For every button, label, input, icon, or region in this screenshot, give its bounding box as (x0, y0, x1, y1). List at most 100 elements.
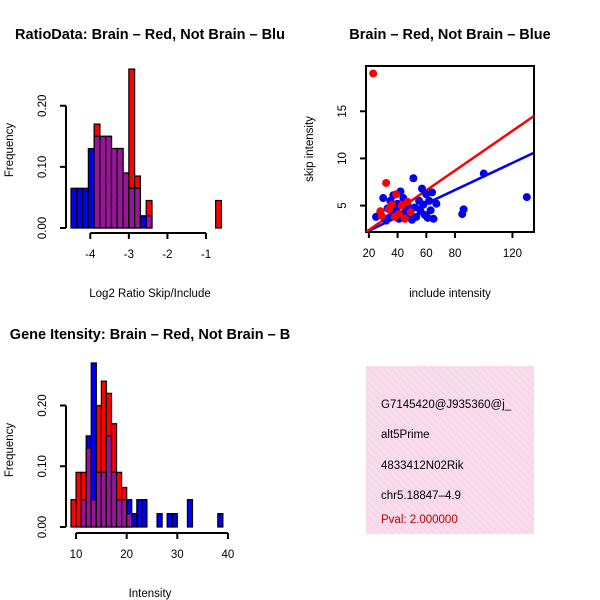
intensity-bar-blue (166, 513, 173, 528)
ratio-bar-overlap (93, 135, 101, 229)
scatter-point-red (369, 69, 378, 78)
info-id-line: G7145420@J935360@j_ (381, 399, 512, 411)
scatter-point-blue (426, 206, 435, 215)
ratio-x-tick-label: -2 (162, 249, 172, 261)
intensity-bar-overlap (121, 499, 128, 528)
intensity-scatter: Brain – Red, Not Brain – Blue 20 40 60 80 12… (304, 27, 551, 300)
intensity-bar-overlap (100, 471, 108, 528)
info-event-type: alt5Prime (381, 429, 430, 441)
scatter-point-red (395, 210, 404, 219)
ratio-histogram-xlabel: Log2 Ratio Skip/Include (89, 288, 210, 300)
intensity-bar-red (75, 471, 82, 528)
intensity-histogram-ylabel: Frequency (4, 423, 16, 478)
ratio-bar-blue (81, 187, 89, 229)
scatter-x-tick-label: 60 (420, 248, 433, 260)
scatter-point-blue (412, 212, 421, 221)
scatter-x-tick-label: 120 (503, 248, 522, 260)
scatter-plot-frame (365, 65, 535, 233)
intensity-bar-red (70, 499, 77, 528)
ratio-bar-overlap (134, 187, 142, 229)
intensity-bar-overlap (90, 499, 97, 528)
intensity-x-tick-label: 30 (171, 549, 184, 561)
scatter-point-blue (459, 205, 468, 214)
intensity-bar-overlap (105, 435, 113, 528)
scatter-point-red (397, 201, 406, 210)
intensity-bar-blue (186, 499, 194, 528)
ratio-histogram-ylabel: Frequency (4, 123, 16, 178)
ratio-bar-overlap (99, 135, 107, 229)
ratio-histogram-axes: -4 -3 -2 -1 0.00 0.10 0.20 (37, 95, 211, 261)
intensity-bar-overlap (85, 447, 92, 528)
scatter-xlabel: include intensity (409, 288, 491, 300)
info-pval: Pval: 2.000000 (381, 514, 458, 526)
ratio-y-tick-label: 0.10 (37, 156, 49, 178)
intensity-y-tick-label: 0.00 (37, 516, 49, 538)
intensity-x-tick-label: 20 (120, 549, 133, 561)
scatter-points (369, 69, 531, 225)
intensity-histogram-title: Gene Itensity: Brain – Red, Not Brain – … (10, 327, 290, 343)
intensity-bar-blue (217, 513, 224, 528)
intensity-bar-blue (141, 499, 148, 528)
intensity-bar-blue (171, 513, 178, 528)
intensity-bar-overlap (95, 471, 102, 528)
intensity-scatter-title: Brain – Red, Not Brain – Blue (349, 27, 550, 43)
intensity-bar-overlap (110, 471, 118, 528)
scatter-y-tick-label: 5 (337, 202, 349, 208)
ratio-y-tick-label: 0.00 (37, 217, 49, 239)
info-gene: 4833412N02Rik (381, 460, 464, 472)
ratio-histogram-title: RatioData: Brain – Red, Not Brain – Blu (15, 27, 285, 43)
intensity-bar-blue (136, 499, 143, 528)
scatter-point-blue (522, 193, 531, 202)
scatter-point-blue (419, 200, 428, 209)
scatter-ylabel: skip intensity (304, 116, 316, 182)
ratio-y-tick-label: 0.20 (37, 95, 49, 117)
ratio-bar-overlap (122, 172, 130, 229)
intensity-bar-blue (131, 513, 138, 528)
scatter-point-blue (479, 169, 488, 178)
ratio-histogram-bars (70, 68, 223, 229)
scatter-point-red (377, 211, 386, 220)
ratio-bar-overlap (110, 147, 118, 229)
ratio-bar-overlap (145, 215, 153, 229)
intensity-histogram-xlabel: Intensity (129, 588, 172, 600)
intensity-histogram-bars (70, 362, 224, 528)
scatter-point-blue (428, 188, 437, 197)
scatter-point-red (392, 190, 401, 199)
info-panel-background (366, 366, 534, 534)
ratio-bar-blue (70, 187, 78, 229)
intensity-y-tick-label: 0.10 (37, 455, 49, 477)
ratio-bar-blue (76, 187, 84, 229)
ratio-x-tick-label: -1 (201, 249, 211, 261)
scatter-point-blue (429, 214, 438, 223)
ratio-bar-blue (139, 215, 147, 229)
intensity-histogram-axes: 10 20 30 40 0.00 0.10 0.20 (37, 394, 234, 561)
info-location: chr5.18847–4.9 (381, 490, 461, 502)
ratio-bar-overlap (105, 135, 113, 229)
scatter-axes: 20 40 60 80 120 5 10 15 (337, 105, 522, 260)
intensity-bar-overlap (80, 499, 87, 528)
scatter-y-tick-label: 10 (337, 152, 349, 165)
info-panel: G7145420@J935360@j_ alt5Prime 4833412N02… (366, 366, 534, 534)
scatter-point-blue (432, 199, 441, 208)
scatter-point-blue (425, 196, 434, 205)
ratio-bar-overlap (128, 187, 136, 229)
ratio-bar-overlap (116, 147, 124, 229)
intensity-bar-overlap (115, 499, 123, 528)
scatter-point-red (403, 197, 412, 206)
ratio-histogram: RatioData: Brain – Red, Not Brain – Blu … (4, 27, 285, 300)
scatter-point-blue (379, 194, 388, 203)
ratio-bar-red (215, 199, 223, 229)
intensity-histogram: Gene Itensity: Brain – Red, Not Brain – … (4, 327, 290, 600)
ratio-x-tick-label: -3 (124, 249, 134, 261)
scatter-point-red (382, 178, 391, 187)
scatter-point-blue (409, 174, 418, 183)
ratio-bar-blue (87, 147, 95, 229)
scatter-x-tick-label: 20 (362, 248, 375, 260)
intensity-x-tick-label: 10 (70, 549, 83, 561)
scatter-point-red (406, 208, 415, 217)
scatter-x-tick-label: 80 (449, 248, 462, 260)
scatter-y-tick-label: 15 (337, 105, 349, 118)
intensity-y-tick-label: 0.20 (37, 394, 49, 416)
